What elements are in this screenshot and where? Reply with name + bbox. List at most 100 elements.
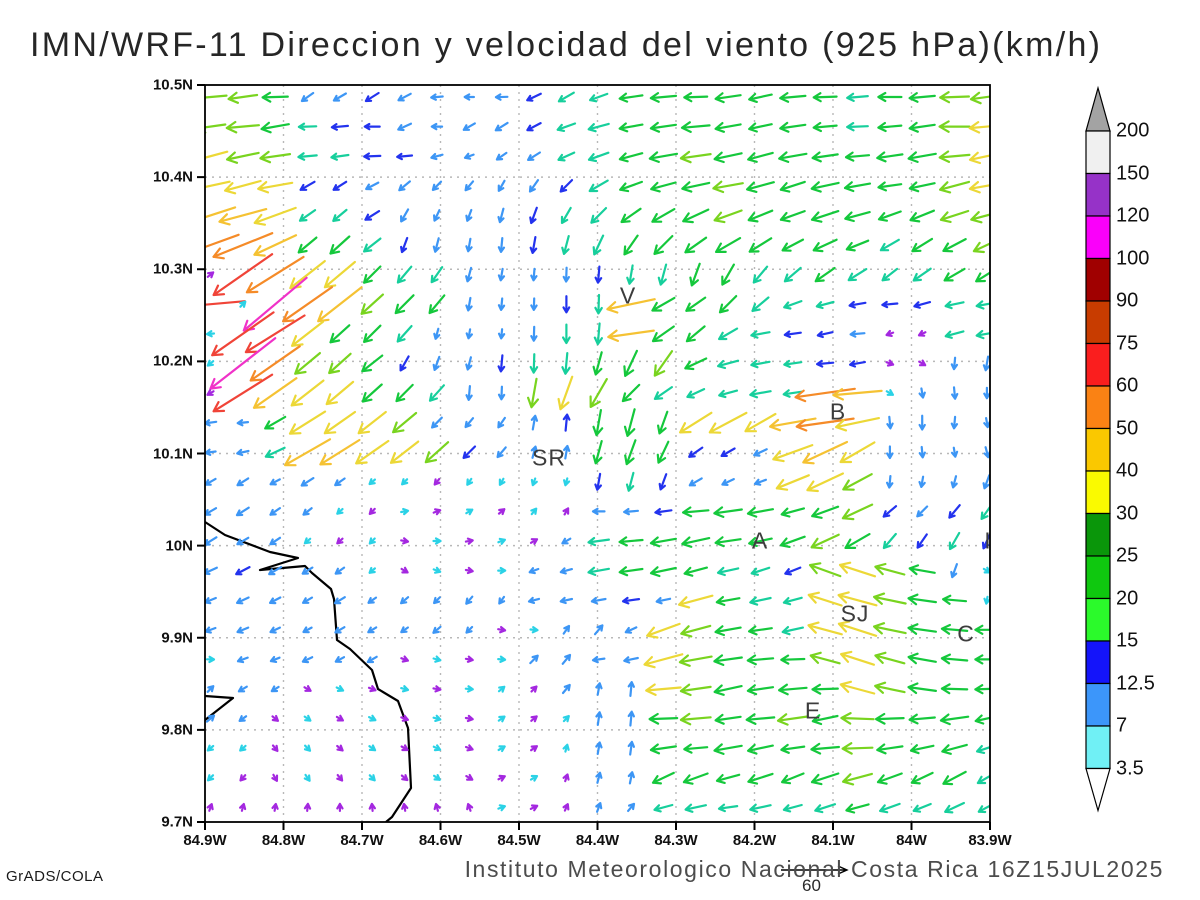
wind-arrow <box>874 681 906 694</box>
wind-arrow <box>593 322 603 346</box>
wind-arrow <box>653 235 674 255</box>
wind-arrow <box>941 743 968 755</box>
wind-arrow <box>260 121 290 134</box>
station-label-i: I <box>984 527 992 554</box>
wind-arrow <box>297 236 318 254</box>
wind-arrow <box>912 802 932 813</box>
wind-arrow <box>779 92 807 103</box>
wind-arrow <box>844 151 871 162</box>
colorbar-tick-label: 40 <box>1116 459 1139 482</box>
wind-arrow <box>843 181 872 193</box>
wind-arrow <box>908 181 936 193</box>
wind-arrow <box>721 263 735 286</box>
wind-arrow <box>885 359 895 367</box>
wind-arrow <box>876 743 904 755</box>
wind-arrow <box>591 507 606 516</box>
wind-arrow <box>528 179 540 193</box>
wind-arrow <box>713 506 743 518</box>
wind-arrow <box>623 507 639 516</box>
wind-arrow <box>336 537 344 545</box>
wind-arrow <box>530 507 538 516</box>
wind-arrow <box>253 234 298 257</box>
wind-arrow <box>464 655 474 663</box>
wind-arrow <box>497 655 507 663</box>
wind-arrow <box>977 804 990 814</box>
wind-arrow <box>752 265 769 284</box>
colorbar-tick-label: 120 <box>1116 204 1150 227</box>
wind-arrow <box>245 255 305 294</box>
wind-arrow <box>907 652 937 665</box>
wind-arrow <box>717 803 739 813</box>
wind-arrow <box>529 236 538 254</box>
wind-arrow <box>837 620 878 637</box>
wind-arrow <box>397 122 412 132</box>
wind-arrow <box>401 478 409 486</box>
wind-arrow <box>802 440 849 465</box>
wind-arrow <box>951 386 959 400</box>
wind-arrow <box>527 377 539 409</box>
wind-arrow <box>284 438 332 467</box>
wind-arrow <box>330 123 349 131</box>
wind-arrow <box>269 626 281 634</box>
wind-arrow <box>530 445 538 459</box>
wind-arrow <box>918 445 926 459</box>
wind-arrow <box>918 359 927 367</box>
wind-arrow <box>433 327 441 340</box>
wind-arrow <box>779 535 806 548</box>
wind-arrow <box>812 238 838 253</box>
wind-arrow <box>395 383 414 403</box>
colorbar-tick-label: 7 <box>1116 714 1128 737</box>
wind-arrow <box>625 471 635 492</box>
wind-arrow <box>361 383 383 403</box>
wind-arrow <box>302 626 313 634</box>
wind-arrow <box>881 267 899 282</box>
wind-arrow <box>779 180 806 193</box>
wind-arrow <box>618 92 644 103</box>
wind-arrow <box>330 152 350 161</box>
wind-arrow <box>257 181 294 194</box>
wind-arrow <box>942 770 967 786</box>
wind-arrow <box>530 685 538 693</box>
wind-arrow <box>529 654 539 665</box>
wind-arrow <box>303 714 312 722</box>
wind-arrow <box>626 264 635 285</box>
wind-arrow <box>649 743 677 755</box>
wind-arrow <box>907 623 937 635</box>
wind-arrow <box>430 122 444 131</box>
wind-arrow <box>396 152 414 161</box>
wind-arrow <box>432 355 441 371</box>
wind-arrow <box>682 208 710 224</box>
wind-arrow <box>236 656 249 664</box>
wind-arrow <box>205 714 216 723</box>
wind-arrow <box>236 448 250 457</box>
wind-arrow <box>837 591 878 607</box>
wind-arrow <box>333 596 346 605</box>
wind-arrow <box>686 388 706 399</box>
wind-arrow <box>465 356 473 371</box>
colorbar-tick-label: 100 <box>1116 247 1150 269</box>
wind-arrow <box>948 504 961 519</box>
wind-arrow <box>718 327 739 341</box>
wind-arrow <box>974 654 990 665</box>
wind-arrow <box>432 625 442 634</box>
wind-arrow <box>297 152 318 161</box>
wind-arrow <box>589 92 609 103</box>
wind-arrow <box>252 377 298 409</box>
wind-arrow <box>840 712 875 725</box>
wind-arrow <box>975 329 990 340</box>
wind-arrow <box>594 265 603 284</box>
wind-arrow <box>236 477 250 487</box>
wind-arrow <box>909 209 935 223</box>
wind-arrow <box>466 803 474 812</box>
wind-arrow <box>781 772 805 785</box>
wind-arrow <box>982 355 990 372</box>
wind-arrow <box>561 537 572 545</box>
wind-arrow <box>557 151 576 162</box>
wind-arrow <box>747 772 774 785</box>
wind-arrow <box>779 210 806 223</box>
wind-arrow <box>400 208 410 223</box>
wind-arrow <box>400 596 410 605</box>
wind-arrow <box>497 685 506 693</box>
wind-arrow <box>363 237 382 253</box>
wind-arrow <box>657 410 669 435</box>
